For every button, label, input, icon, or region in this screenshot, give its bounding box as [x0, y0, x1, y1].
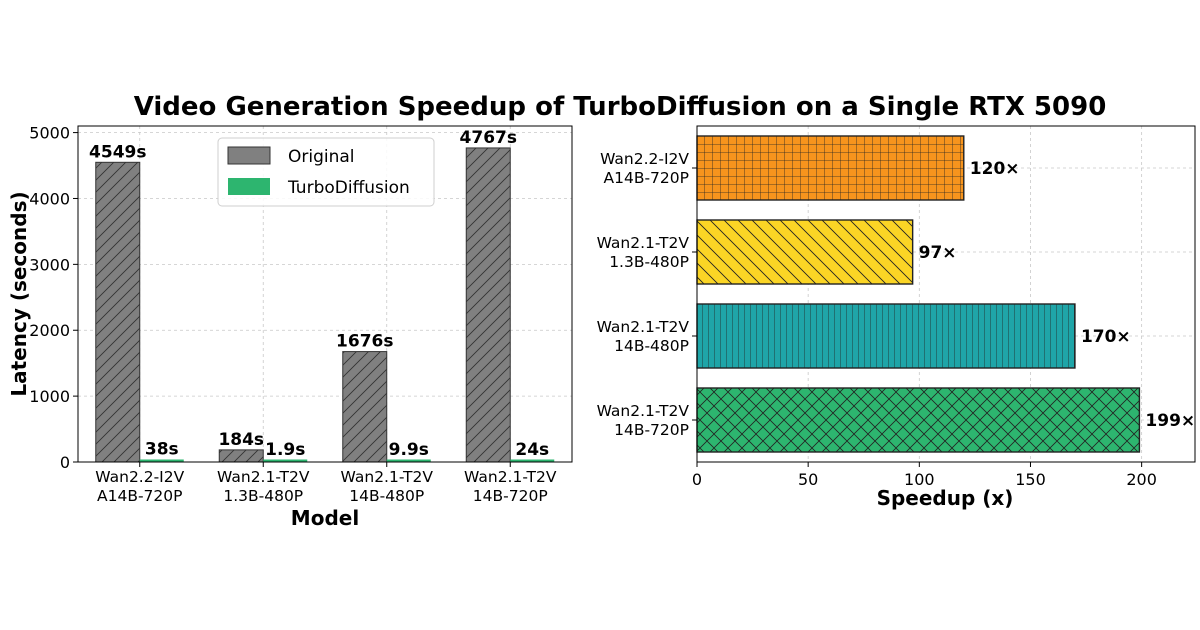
- x-tick-label: 200: [1126, 470, 1157, 489]
- legend-box: [217, 137, 435, 207]
- plot-frame: [77, 125, 573, 463]
- x-axis-label: Model: [291, 506, 359, 530]
- data-label: 1.9s: [265, 440, 305, 460]
- y-tick-label: Wan2.1-T2V 14B-720P: [597, 402, 690, 439]
- x-tick-label: Wan2.1-T2V 14B-480P: [341, 468, 434, 505]
- y-tick-label: Wan2.1-T2V 1.3B-480P: [597, 234, 690, 271]
- plot-frame: [696, 125, 1196, 463]
- x-tick-label: 100: [904, 470, 935, 489]
- y-tick-label: Wan2.1-T2V 14B-480P: [597, 318, 690, 355]
- x-tick-label: 50: [798, 470, 818, 489]
- x-tick-label: Wan2.1-T2V 1.3B-480P: [217, 468, 310, 505]
- x-tick-label: Wan2.2-I2V A14B-720P: [95, 468, 184, 505]
- bar-original-hatch: [95, 162, 140, 462]
- y-tick-label: Wan2.2-I2V A14B-720P: [600, 150, 689, 187]
- bar-turbodiffusion: [510, 459, 555, 462]
- data-label: 4767s: [460, 128, 517, 148]
- speedup-bar-hatch: [697, 136, 964, 200]
- speedup-chart: 120× Wan2.2-I2V A14B-720P 97× Wan2.1-T2V 1.3B…: [597, 125, 1196, 510]
- data-label: 97×: [919, 243, 957, 263]
- legend-label-original: Original: [288, 147, 355, 167]
- data-label: 24s: [515, 440, 549, 460]
- data-label: 9.9s: [389, 440, 429, 460]
- legend-label-turbodiffusion: TurboDiffusion: [287, 178, 410, 198]
- data-label: 184s: [218, 430, 264, 450]
- y-axis-label: Latency (seconds): [7, 191, 31, 396]
- x-tick-label: 0: [692, 470, 702, 489]
- bar-original-hatch: [466, 147, 511, 462]
- bar-turbodiffusion: [263, 459, 308, 462]
- y-tick-label: 4000: [29, 189, 70, 208]
- bar-turbodiffusion: [386, 459, 431, 462]
- data-label: 120×: [970, 159, 1020, 179]
- data-label: 4549s: [89, 142, 146, 162]
- bar-original-hatch: [342, 351, 387, 462]
- bar-original-hatch: [219, 449, 264, 462]
- x-axis-label: Speedup (x): [877, 486, 1014, 510]
- y-tick-label: 0: [60, 453, 70, 472]
- y-tick-label: 3000: [29, 255, 70, 274]
- data-label: 1676s: [336, 332, 393, 352]
- data-label: 170×: [1081, 327, 1131, 347]
- legend: Original TurboDiffusion: [217, 137, 435, 207]
- legend-swatch-original: [227, 146, 271, 165]
- speedup-bar-hatch: [697, 304, 1075, 368]
- speedup-bar-hatch: [697, 220, 913, 284]
- figure-title: Video Generation Speedup of TurboDiffusi…: [133, 92, 1107, 122]
- y-tick-label: 5000: [29, 124, 70, 143]
- legend-swatch-turbodiffusion: [228, 178, 270, 195]
- data-label: 38s: [145, 439, 179, 459]
- data-label: 199×: [1145, 411, 1195, 431]
- speedup-bar-hatch: [697, 388, 1140, 452]
- bar-turbodiffusion: [139, 459, 184, 462]
- x-tick-label: Wan2.1-T2V 14B-720P: [464, 468, 557, 505]
- y-tick-label: 1000: [29, 387, 70, 406]
- x-tick-label: 150: [1015, 470, 1046, 489]
- y-tick-label: 2000: [29, 321, 70, 340]
